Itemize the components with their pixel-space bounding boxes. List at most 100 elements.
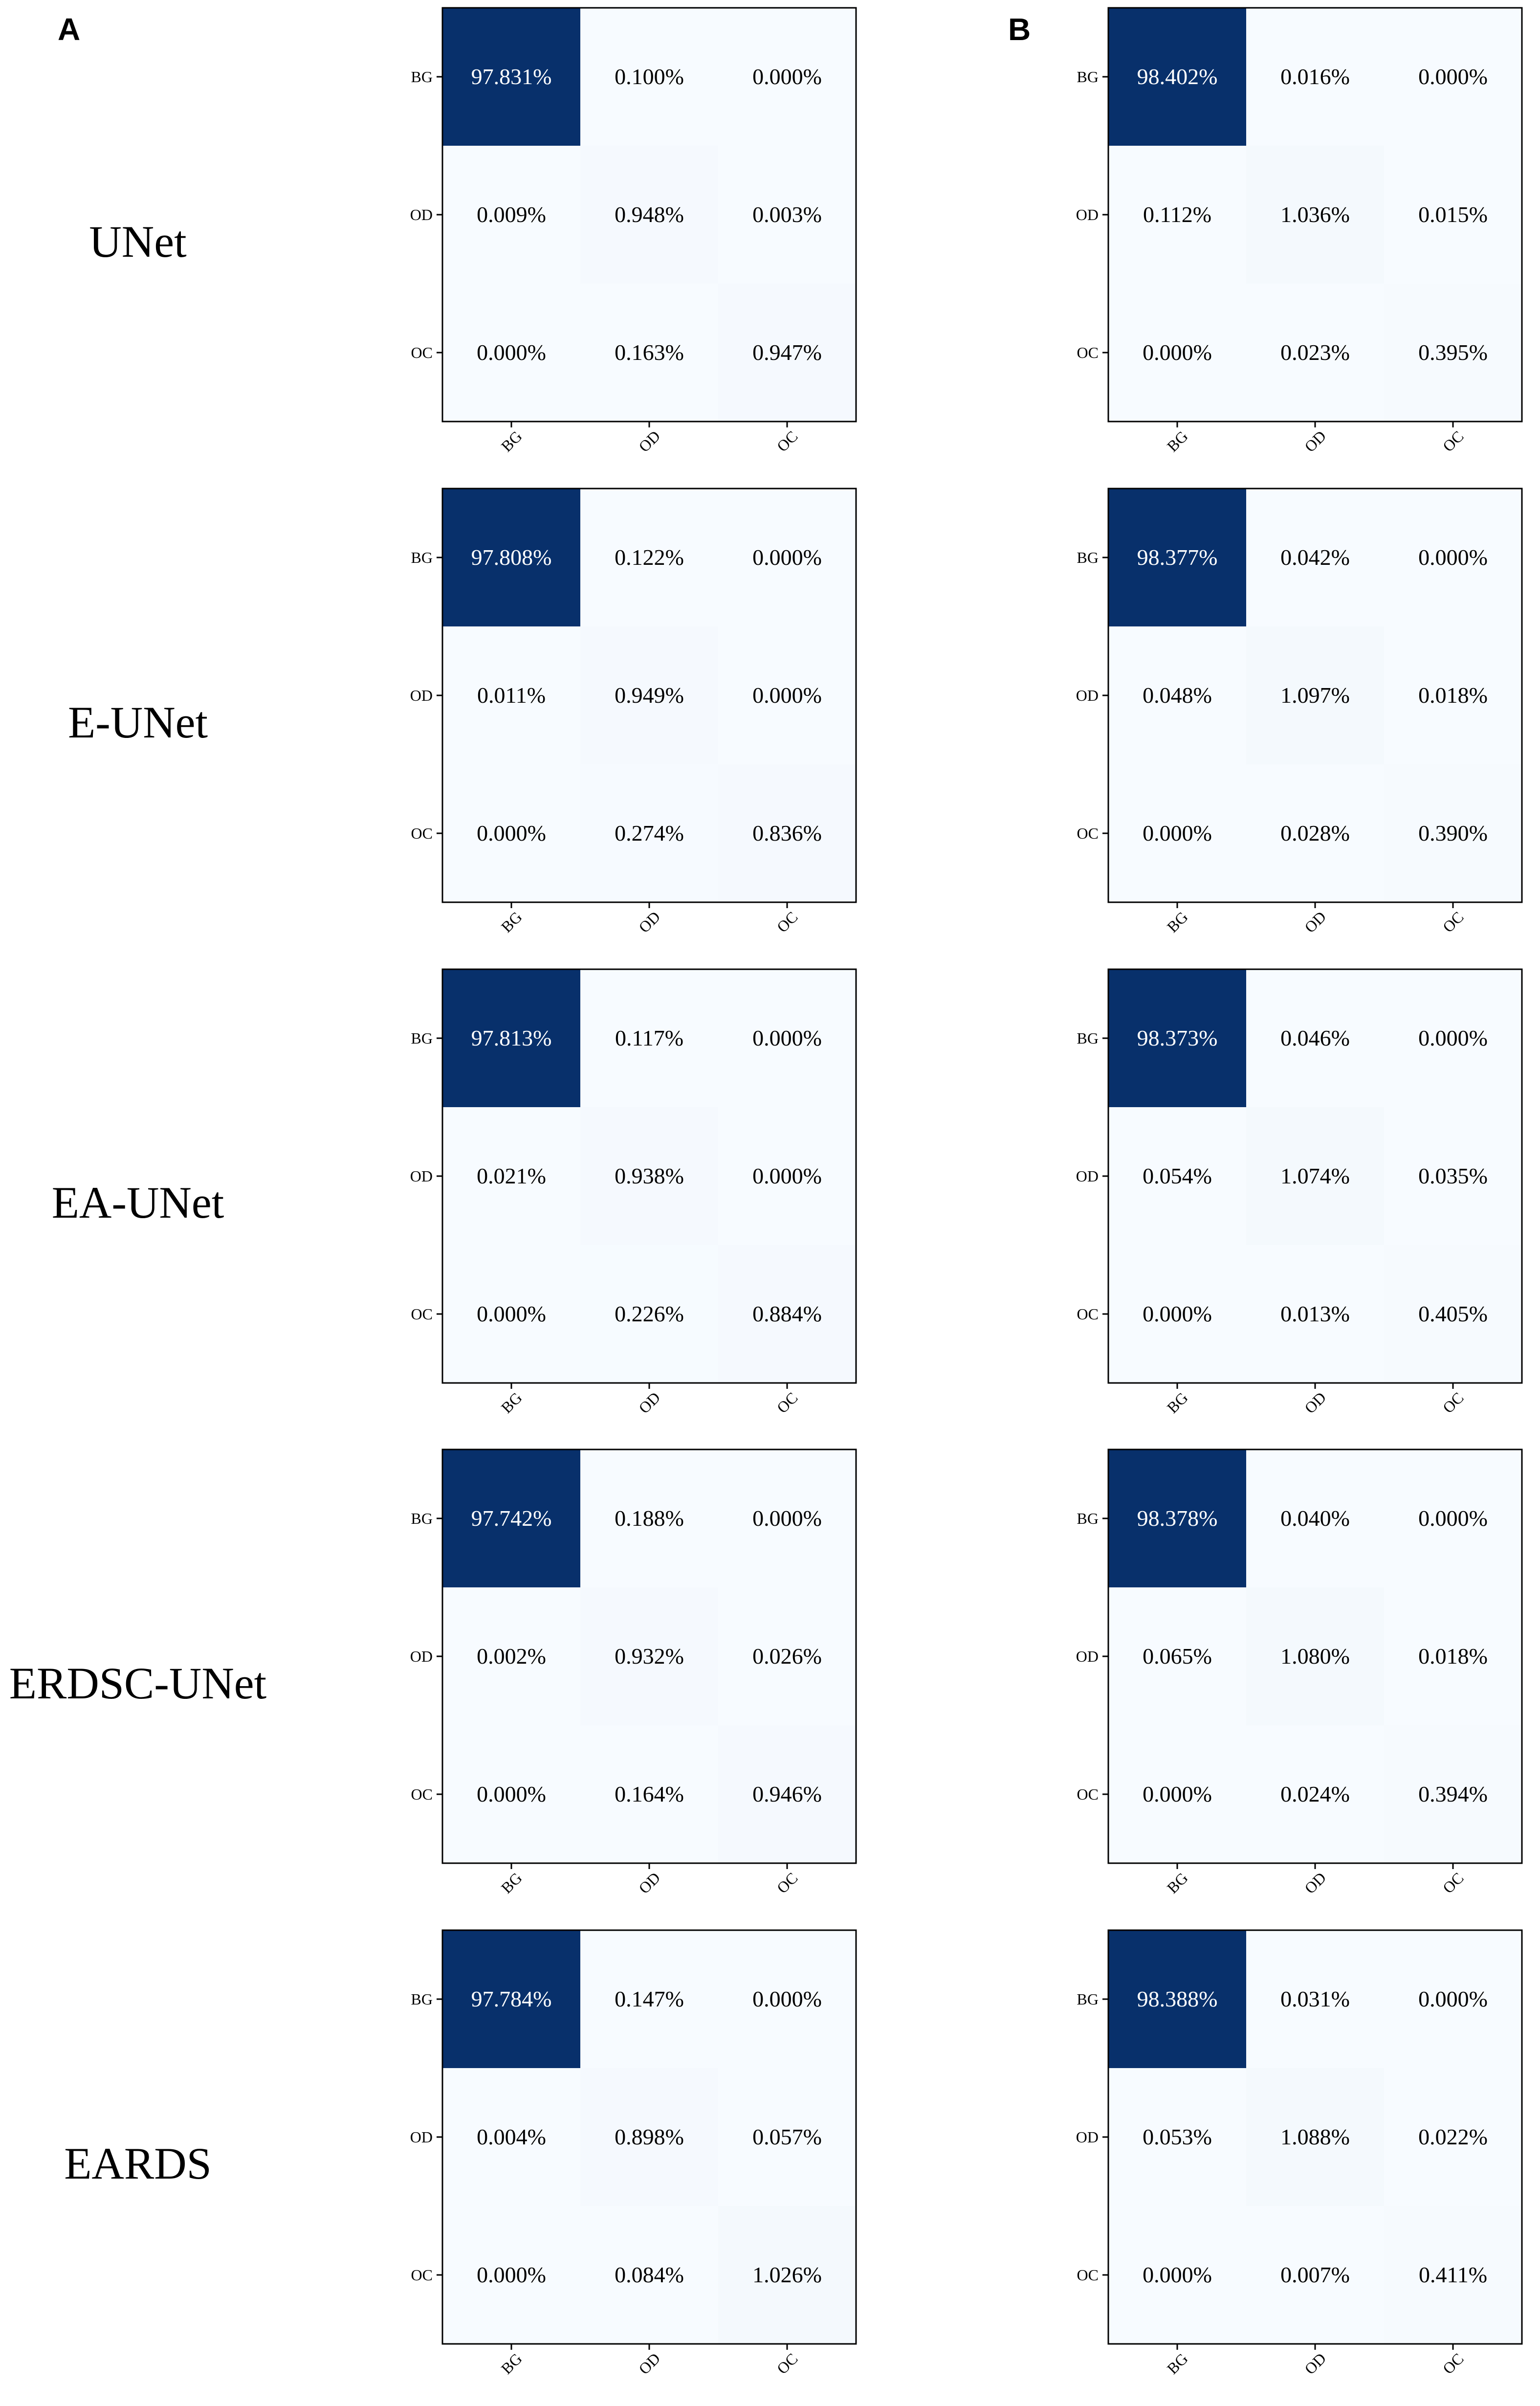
cell-value-label: 0.013% (1280, 1301, 1350, 1326)
cell-value-label: 0.390% (1418, 821, 1488, 846)
x-tick-label: BG (498, 908, 526, 936)
cell-value-label: 0.932% (615, 1644, 684, 1669)
matrix-cell (580, 764, 718, 902)
y-tick-label: OC (1077, 344, 1099, 361)
matrix-cell (580, 1725, 718, 1863)
cell-value-label: 1.088% (1280, 2124, 1350, 2149)
matrix-cell (580, 1930, 718, 2068)
cell-value-label: 0.000% (752, 1025, 822, 1050)
matrix-cell (718, 1587, 856, 1725)
matrix-cell (1108, 764, 1246, 902)
cell-value-label: 0.188% (615, 1506, 684, 1531)
model-label-unet: UNet (89, 217, 187, 267)
confusion-matrix-b-e-unet: 98.377% 0.042% 0.000% 0.048% 1.097% 0.018% 0.0… (1076, 488, 1523, 936)
x-tick-label: BG (1164, 1869, 1191, 1897)
matrix-cell (1246, 2068, 1384, 2206)
x-tick-label: OC (1439, 908, 1467, 936)
cell-value-label: 0.042% (1280, 545, 1350, 570)
cell-value-label: 0.117% (615, 1025, 683, 1050)
cell-value-label: 0.035% (1418, 1163, 1488, 1188)
matrix-cell (1108, 969, 1246, 1107)
x-tick-label: OD (1301, 1869, 1329, 1897)
cell-value-label: 0.084% (615, 2262, 684, 2287)
x-tick-label: OD (1301, 427, 1329, 455)
x-tick-label: OD (1301, 1388, 1329, 1417)
confusion-matrix-b-eards: 98.388% 0.031% 0.000% 0.053% 1.088% 0.022% 0.0… (1076, 1929, 1523, 2378)
cell-value-label: 0.026% (752, 1644, 822, 1669)
matrix-cell (1246, 1245, 1384, 1383)
confusion-matrix-a-ea-unet: 97.813% 0.117% 0.000% 0.021% 0.938% 0.000% 0.0… (410, 968, 857, 1417)
cell-value-label: 0.046% (1280, 1025, 1350, 1050)
cell-value-label: 0.947% (752, 340, 822, 365)
x-tick-label: OD (635, 1869, 663, 1897)
y-tick-label: BG (1077, 68, 1099, 86)
y-tick-label: OD (1076, 687, 1099, 704)
matrix-cell (718, 489, 856, 626)
matrix-cell (1108, 1107, 1246, 1245)
cell-value-label: 0.011% (477, 683, 546, 708)
y-tick-label: OD (1076, 206, 1099, 223)
matrix-cell (718, 1930, 856, 2068)
cell-value-label: 0.003% (752, 202, 822, 227)
cell-value-label: 0.000% (1418, 545, 1488, 570)
y-tick-label: BG (1077, 1029, 1099, 1047)
x-tick-label: OC (773, 1869, 801, 1897)
cell-value-label: 97.784% (471, 1986, 552, 2011)
cell-value-label: 0.000% (752, 64, 822, 89)
matrix-cell (580, 8, 718, 146)
matrix-cell (1246, 1930, 1384, 2068)
x-tick-label: BG (1164, 908, 1191, 936)
cell-value-label: 0.000% (1418, 1986, 1488, 2011)
matrix-cell (580, 1449, 718, 1587)
y-tick-label: OC (1077, 824, 1099, 842)
cell-value-label: 0.000% (1418, 1025, 1488, 1050)
cell-value-label: 97.813% (471, 1025, 552, 1050)
matrix-cell (1108, 284, 1246, 422)
cell-value-label: 0.004% (477, 2124, 546, 2149)
cell-value-label: 0.000% (1418, 1506, 1488, 1531)
y-tick-label: OD (1076, 1167, 1099, 1185)
cell-value-label: 97.808% (471, 545, 552, 570)
cell-value-label: 98.373% (1137, 1025, 1218, 1050)
y-tick-label: OD (1076, 2128, 1099, 2146)
matrix-cell (442, 1449, 580, 1587)
cell-value-label: 0.000% (477, 821, 546, 846)
x-tick-label: OC (1439, 1869, 1467, 1897)
cell-value-label: 0.000% (752, 545, 822, 570)
matrix-cell (1384, 1930, 1522, 2068)
matrix-cell (442, 8, 580, 146)
matrix-cell (580, 2206, 718, 2344)
matrix-cell (1246, 1449, 1384, 1587)
cell-value-label: 0.000% (477, 340, 546, 365)
matrix-cell (442, 2068, 580, 2206)
matrix-cell (580, 1245, 718, 1383)
cell-value-label: 0.000% (1143, 1782, 1212, 1806)
matrix-cell (442, 2206, 580, 2344)
cell-value-label: 0.000% (1143, 1301, 1212, 1326)
cell-value-label: 0.112% (1143, 202, 1211, 227)
cell-value-label: 0.000% (1143, 340, 1212, 365)
cell-value-label: 0.938% (615, 1163, 684, 1188)
y-tick-label: OC (411, 1785, 433, 1803)
cell-value-label: 0.018% (1418, 683, 1488, 708)
confusion-matrix-b-unet: 98.402% 0.016% 0.000% 0.112% 1.036% 0.015% 0.0… (1076, 7, 1523, 455)
matrix-cell (1384, 1107, 1522, 1245)
cell-value-label: 0.002% (477, 1644, 546, 1669)
matrix-cell (1108, 489, 1246, 626)
matrix-cell (1246, 8, 1384, 146)
matrix-cell (1108, 2068, 1246, 2206)
matrix-cell (580, 489, 718, 626)
cell-value-label: 0.040% (1280, 1506, 1350, 1531)
cell-value-label: 0.274% (615, 821, 684, 846)
confusion-matrix-b-ea-unet: 98.373% 0.046% 0.000% 0.054% 1.074% 0.035% 0.0… (1076, 968, 1523, 1417)
cell-value-label: 0.048% (1143, 683, 1212, 708)
matrix-cell (580, 284, 718, 422)
x-tick-label: BG (498, 1389, 526, 1417)
confusion-matrix-a-eards: 97.784% 0.147% 0.000% 0.004% 0.898% 0.057% 0.0… (410, 1929, 857, 2378)
y-tick-label: OD (1076, 1648, 1099, 1665)
panel-label-a: A (58, 12, 80, 47)
matrix-cell (580, 146, 718, 284)
cell-value-label: 0.898% (615, 2124, 684, 2149)
matrix-cell (1384, 284, 1522, 422)
cell-value-label: 0.023% (1280, 340, 1350, 365)
